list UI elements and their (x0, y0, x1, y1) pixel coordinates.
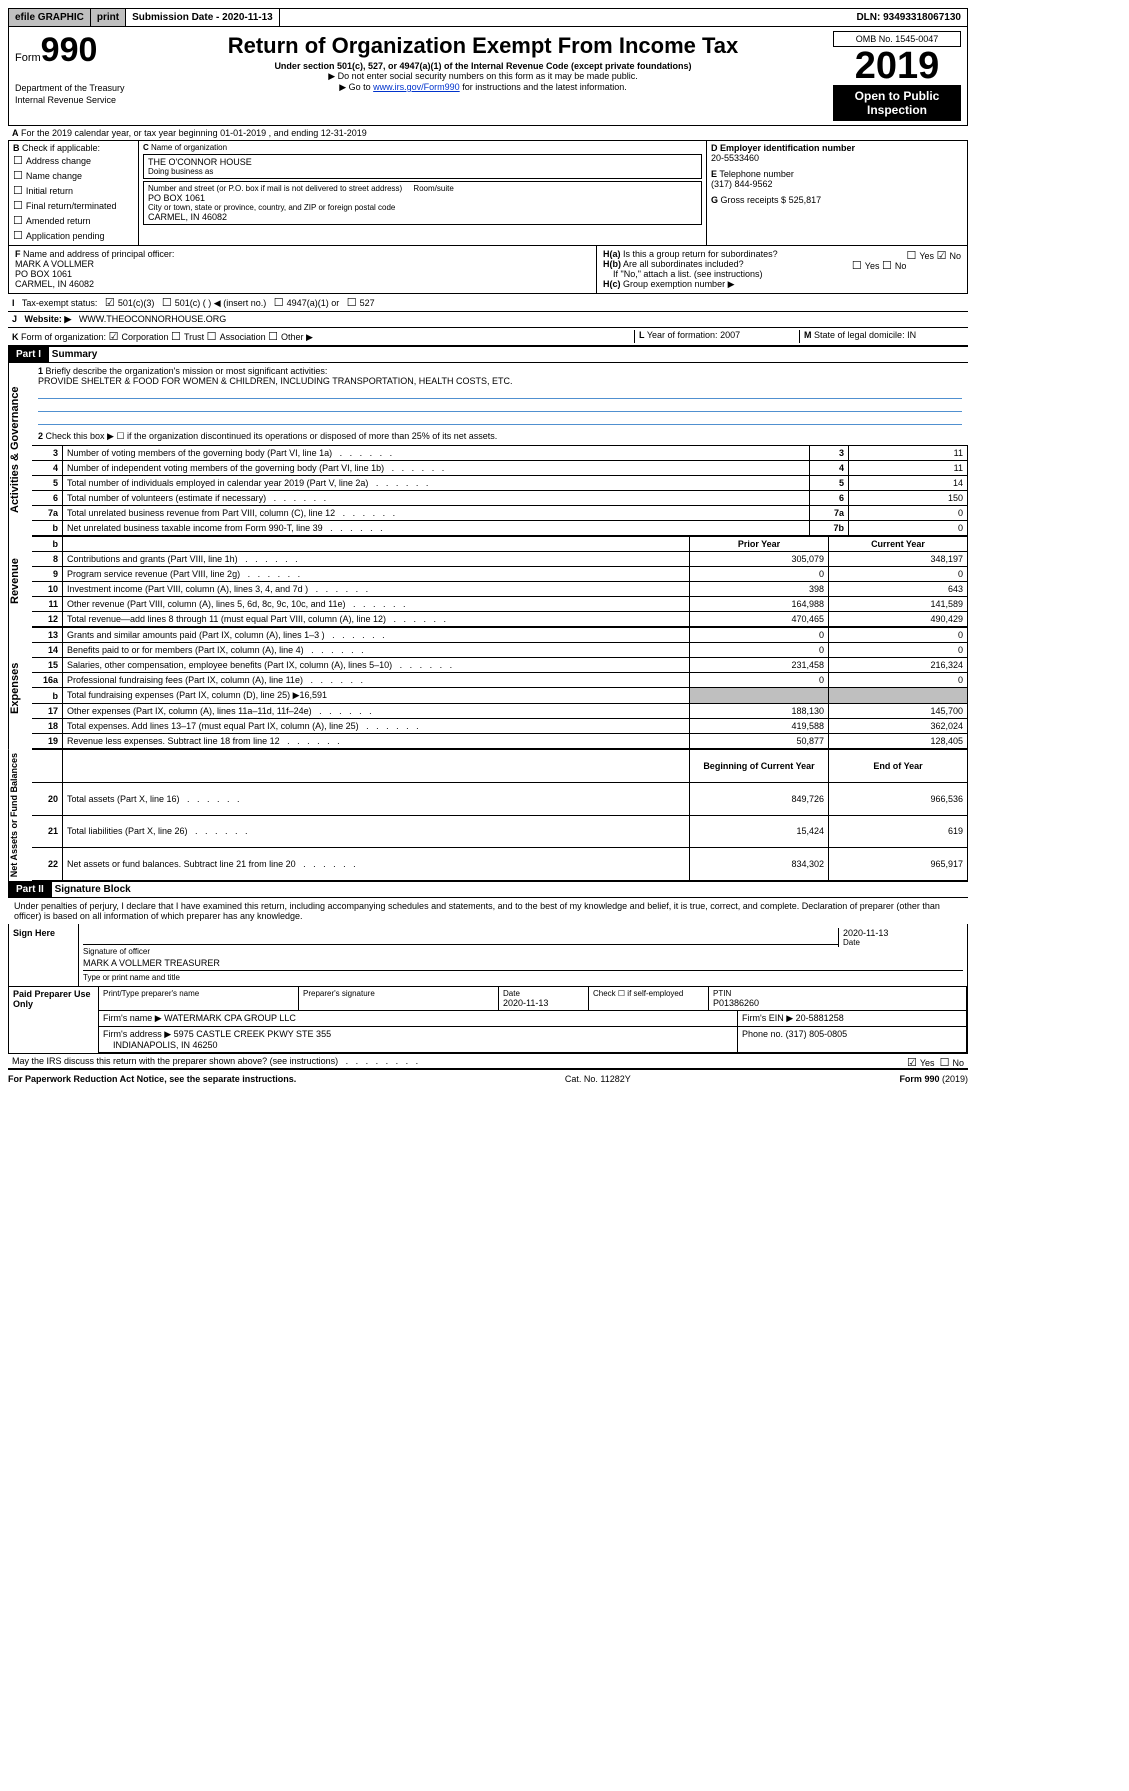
perjury-declaration: Under penalties of perjury, I declare th… (8, 898, 968, 924)
line-j: J Website: ▶ WWW.THEOCONNORHOUSE.ORG (8, 312, 968, 328)
submission-date: Submission Date - 2020-11-13 (126, 9, 280, 26)
sign-here: Sign Here 2020-11-13Date Signature of of… (8, 924, 968, 987)
expenses-section: Expenses 13Grants and similar amounts pa… (8, 627, 968, 749)
part2-header: Part II Signature Block (8, 881, 968, 898)
revenue-section: Revenue bPrior YearCurrent Year8Contribu… (8, 536, 968, 627)
form-title: Return of Organization Exempt From Incom… (139, 27, 827, 125)
section-bcdeg: B Check if applicable: Address changeNam… (8, 141, 968, 246)
checkbox-initial-return[interactable]: Initial return (13, 183, 134, 198)
top-toolbar: efile GRAPHIC print Submission Date - 20… (8, 8, 968, 27)
table-row: 6Total number of volunteers (estimate if… (32, 491, 968, 506)
table-row: 12Total revenue—add lines 8 through 11 (… (32, 612, 968, 627)
discuss-line: May the IRS discuss this return with the… (8, 1054, 968, 1069)
table-row: 13Grants and similar amounts paid (Part … (32, 628, 968, 643)
table-row: 4Number of independent voting members of… (32, 461, 968, 476)
section-b: B Check if applicable: Address changeNam… (9, 141, 139, 245)
table-row: 8Contributions and grants (Part VIII, li… (32, 552, 968, 567)
table-row: 7aTotal unrelated business revenue from … (32, 506, 968, 521)
footer: For Paperwork Reduction Act Notice, see … (8, 1069, 968, 1088)
table-row: 3Number of voting members of the governi… (32, 446, 968, 461)
table-row: 18Total expenses. Add lines 13–17 (must … (32, 719, 968, 734)
instructions-link[interactable]: www.irs.gov/Form990 (373, 82, 460, 92)
table-row: 9Program service revenue (Part VIII, lin… (32, 567, 968, 582)
checkbox-amended-return[interactable]: Amended return (13, 213, 134, 228)
line-klm: K Form of organization: Corporation Trus… (8, 328, 968, 346)
print-button[interactable]: print (91, 9, 126, 26)
table-row: 20Total assets (Part X, line 16) . . . .… (32, 782, 968, 815)
table-row: 16aProfessional fundraising fees (Part I… (32, 673, 968, 688)
section-deg: D Employer identification number20-55334… (707, 141, 967, 245)
checkbox-application-pending[interactable]: Application pending (13, 228, 134, 243)
year-box: OMB No. 1545-0047 2019 Open to Public In… (827, 27, 967, 125)
section-c: C Name of organization THE O'CONNOR HOUS… (139, 141, 707, 245)
line-a: A For the 2019 calendar year, or tax yea… (8, 126, 968, 141)
table-row: 5Total number of individuals employed in… (32, 476, 968, 491)
table-row: 17Other expenses (Part IX, column (A), l… (32, 704, 968, 719)
table-row: 10Investment income (Part VIII, column (… (32, 582, 968, 597)
part1-header: Part I Summary (8, 346, 968, 363)
paid-preparer: Paid Preparer Use Only Print/Type prepar… (8, 987, 968, 1054)
table-row: 14Benefits paid to or for members (Part … (32, 643, 968, 658)
table-row: 19Revenue less expenses. Subtract line 1… (32, 734, 968, 749)
table-row: bNet unrelated business taxable income f… (32, 521, 968, 536)
table-row: 11Other revenue (Part VIII, column (A), … (32, 597, 968, 612)
checkbox-final-return-terminated[interactable]: Final return/terminated (13, 198, 134, 213)
checkbox-name-change[interactable]: Name change (13, 168, 134, 183)
form-number: Form990 Department of the Treasury Inter… (9, 27, 139, 125)
dln: DLN: 93493318067130 (850, 9, 967, 26)
table-row: bTotal fundraising expenses (Part IX, co… (32, 688, 968, 704)
table-row: 21Total liabilities (Part X, line 26) . … (32, 815, 968, 848)
efile-graphic-button[interactable]: efile GRAPHIC (9, 9, 91, 26)
section-fh: F Name and address of principal officer:… (8, 246, 968, 294)
form-header: Form990 Department of the Treasury Inter… (8, 27, 968, 126)
activities-governance: Activities & Governance 1 Briefly descri… (8, 363, 968, 536)
netassets-section: Net Assets or Fund Balances Beginning of… (8, 749, 968, 881)
table-row: 22Net assets or fund balances. Subtract … (32, 848, 968, 881)
checkbox-address-change[interactable]: Address change (13, 153, 134, 168)
table-row: 15Salaries, other compensation, employee… (32, 658, 968, 673)
line-i: I Tax-exempt status: 501(c)(3) 501(c) ( … (8, 294, 968, 312)
